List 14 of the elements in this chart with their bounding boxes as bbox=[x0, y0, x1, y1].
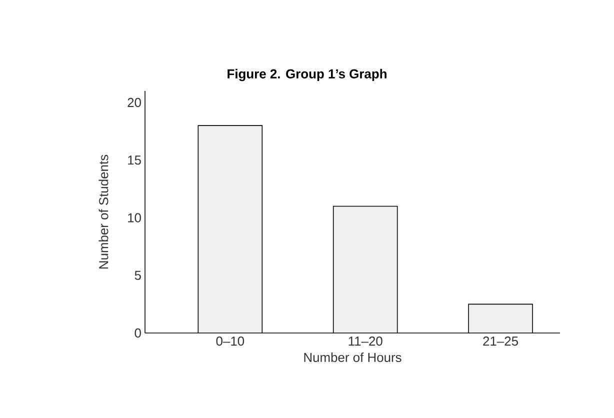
y-tick-label: 15 bbox=[128, 156, 141, 165]
x-axis-title: Number of Hours bbox=[304, 352, 402, 362]
chart-title: Figure 2. Group 1’s Graph bbox=[228, 68, 386, 82]
y-tick-label: 10 bbox=[128, 213, 141, 222]
bar bbox=[333, 206, 398, 333]
x-tick-label: 0–10 bbox=[216, 336, 244, 346]
bar bbox=[468, 304, 533, 333]
y-tick-label: 5 bbox=[134, 270, 141, 280]
x-tick-label: 21–25 bbox=[483, 336, 518, 346]
y-tick-label: 0 bbox=[134, 328, 141, 338]
bar bbox=[198, 126, 262, 333]
x-tick-label: 11–20 bbox=[348, 336, 382, 346]
y-tick-label: 20 bbox=[128, 98, 141, 108]
y-axis-title: Number of Students bbox=[98, 154, 108, 269]
